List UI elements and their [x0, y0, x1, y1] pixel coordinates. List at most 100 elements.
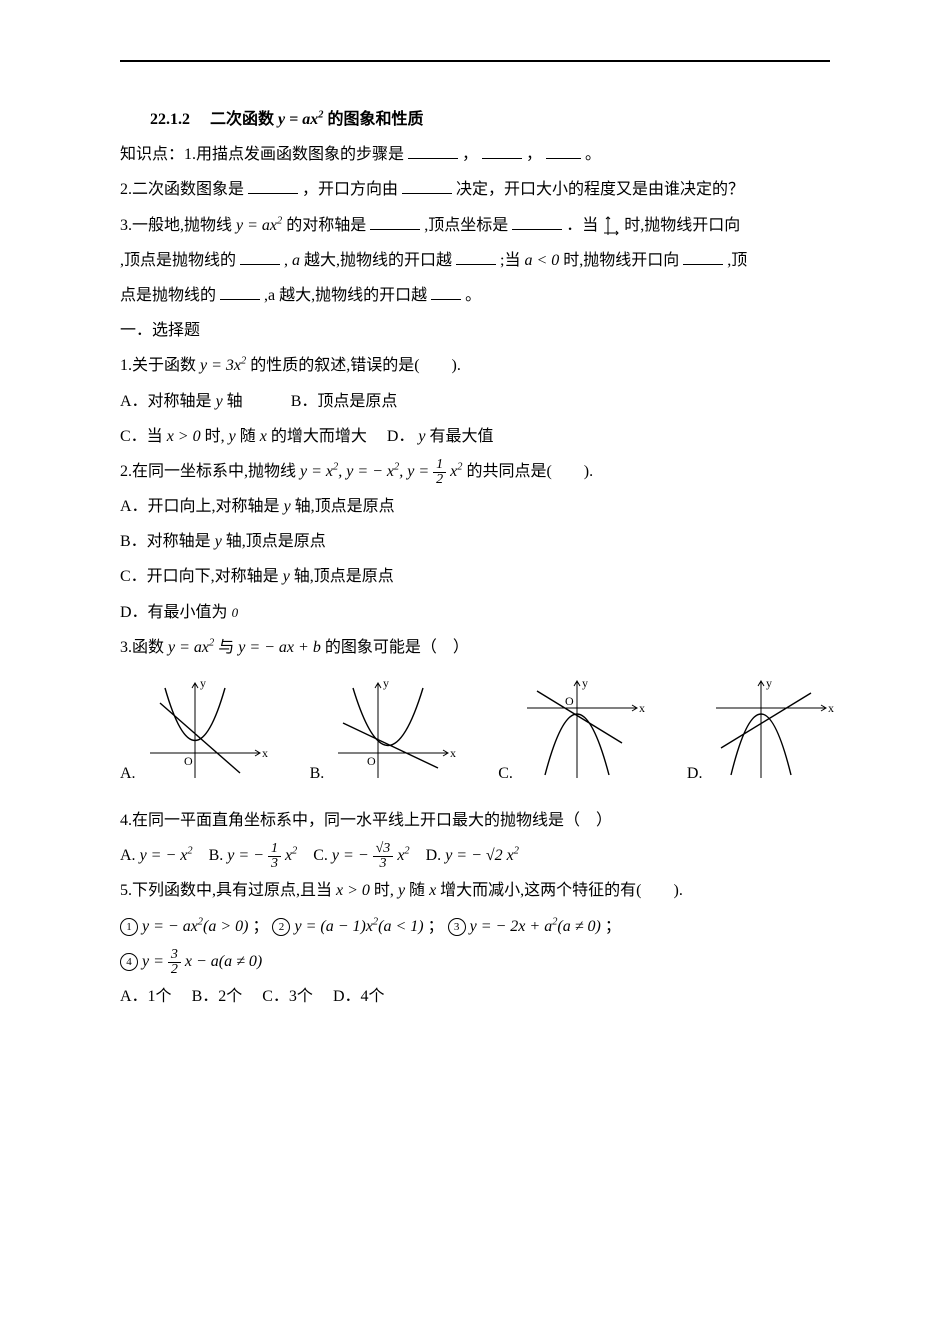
graph-C: x y O	[517, 673, 647, 783]
circ-1: 1	[120, 918, 138, 936]
top-rule	[120, 60, 830, 62]
t: ,顶点坐标是	[424, 217, 508, 234]
f: y = −	[332, 847, 369, 864]
k2-mid: ，开口方向由	[302, 181, 398, 198]
f: x2	[450, 463, 462, 480]
part1-title: 一．选择题	[120, 313, 830, 348]
svg-text:O: O	[565, 694, 574, 708]
f: x2	[285, 847, 297, 864]
graph-D: x y	[706, 673, 836, 783]
t: D.	[426, 847, 442, 864]
blank	[546, 142, 581, 159]
svg-text:x: x	[450, 746, 456, 760]
acond: a < 0	[524, 252, 559, 269]
t: 轴,顶点是原点	[226, 533, 326, 550]
q2-D: D．有最小值为 0	[120, 595, 830, 630]
f: y =	[142, 953, 168, 970]
t: 的增大而增大	[271, 428, 367, 445]
t: C．开口向下,对称轴是	[120, 568, 279, 585]
t: 轴,顶点是原点	[294, 568, 394, 585]
t: 越大,抛物线的开口越	[304, 252, 452, 269]
frac: √33	[373, 842, 394, 871]
k3-f1: y = ax2	[236, 217, 282, 234]
t: 增大而减小,这两个特征的有( ).	[440, 882, 683, 899]
q2-C: C．开口向下,对称轴是 y 轴,顶点是原点	[120, 559, 830, 594]
blank	[370, 213, 420, 230]
t: A．开口向上,对称轴是	[120, 498, 280, 515]
frac: 32	[168, 948, 181, 977]
blank	[512, 213, 562, 230]
t: B．对称轴是	[120, 533, 211, 550]
x: x	[429, 882, 436, 899]
blank	[248, 177, 298, 194]
t: C．3个	[262, 988, 313, 1005]
q4: 4.在同一平面直角坐标系中，同一水平线上开口最大的抛物线是（ ）	[120, 803, 830, 838]
f: y = (a − 1)x2(a < 1)	[294, 918, 423, 935]
xcond: x > 0	[336, 882, 370, 899]
t: 的图象可能是（ ）	[325, 639, 469, 656]
frac: 13	[268, 842, 281, 871]
y: y	[216, 393, 223, 410]
t: 有最大值	[430, 428, 494, 445]
svg-text:O: O	[184, 754, 193, 768]
blank	[220, 283, 260, 300]
t: B.	[209, 847, 224, 864]
t: D．有最小值为	[120, 604, 228, 621]
t: C.	[313, 847, 328, 864]
y: y	[283, 568, 290, 585]
t: 时,	[374, 882, 394, 899]
k3-pre: 3.一般地,抛物线	[120, 217, 232, 234]
zero: 0	[232, 605, 239, 620]
q1-B: B．顶点是原点	[291, 393, 398, 410]
q4-opts: A. y = − x2 B. y = − 13 x2 C. y = − √33 …	[120, 838, 830, 873]
f: y = − x2	[140, 847, 193, 864]
blank	[456, 248, 496, 265]
section-title-pre: 二次函数	[210, 111, 274, 128]
f: y = − 2x + a2(a ≠ 0)	[470, 918, 601, 935]
page-root: 22.1.2 二次函数 y = ax2 的图象和性质 知识点：1.用描点发画函数…	[0, 0, 950, 1054]
svg-text:x: x	[262, 746, 268, 760]
f: y = − √2 x2	[445, 847, 519, 864]
circ-2: 2	[272, 918, 290, 936]
t: ,顶点是抛物线的	[120, 252, 236, 269]
q3-opt-A: A. x y O	[120, 673, 270, 783]
q3-opt-B: B. x y O	[310, 673, 459, 783]
q3-opt-D: D. x y	[687, 673, 837, 783]
circ-3: 3	[448, 918, 466, 936]
blank	[431, 283, 461, 300]
section-formula: y = ax2	[278, 111, 323, 128]
t: 5.下列函数中,具有过原点,且当	[120, 882, 332, 899]
t: 轴,顶点是原点	[295, 498, 395, 515]
q1-post: 的性质的叙述,错误的是( ).	[250, 357, 461, 374]
y: y	[398, 882, 405, 899]
y: y	[229, 428, 236, 445]
q2-post: 的共同点是( ).	[466, 463, 593, 480]
f: y = ax2	[168, 639, 214, 656]
k1-pre: 知识点：1.用描点发画函数图象的步骤是	[120, 146, 404, 163]
blank	[402, 177, 452, 194]
q1-pre: 1.关于函数	[120, 357, 196, 374]
k2-post: 决定，开口大小的程度又是由谁决定的？	[456, 181, 744, 198]
t: 3.函数	[120, 639, 164, 656]
t: B．2个	[192, 988, 243, 1005]
blank	[240, 248, 280, 265]
t: ．当	[566, 217, 598, 234]
graph-B: x y O	[328, 673, 458, 783]
graph-A: x y O	[140, 673, 270, 783]
svg-text:x: x	[639, 701, 645, 715]
t: 时,	[205, 428, 225, 445]
section-title-post: 的图象和性质	[327, 111, 423, 128]
q5-choices-123: 1 y = − ax2(a > 0) ； 2 y = (a − 1)x2(a <…	[120, 909, 830, 944]
t: 时,抛物线开口向	[563, 252, 679, 269]
semi: ；	[605, 918, 621, 935]
knowledge-1: 知识点：1.用描点发画函数图象的步骤是 ， ， 。	[120, 137, 830, 172]
q2-pre: 2.在同一坐标系中,抛物线	[120, 463, 296, 480]
q3-graphs: A. x y O B.	[120, 673, 830, 783]
end: 。	[585, 146, 601, 163]
t: 。	[465, 287, 481, 304]
x: x	[260, 428, 267, 445]
section-number: 22.1.2	[150, 111, 190, 128]
f: y = − ax2(a > 0)	[142, 918, 248, 935]
t: 点是抛物线的	[120, 287, 216, 304]
t: 与	[218, 639, 234, 656]
